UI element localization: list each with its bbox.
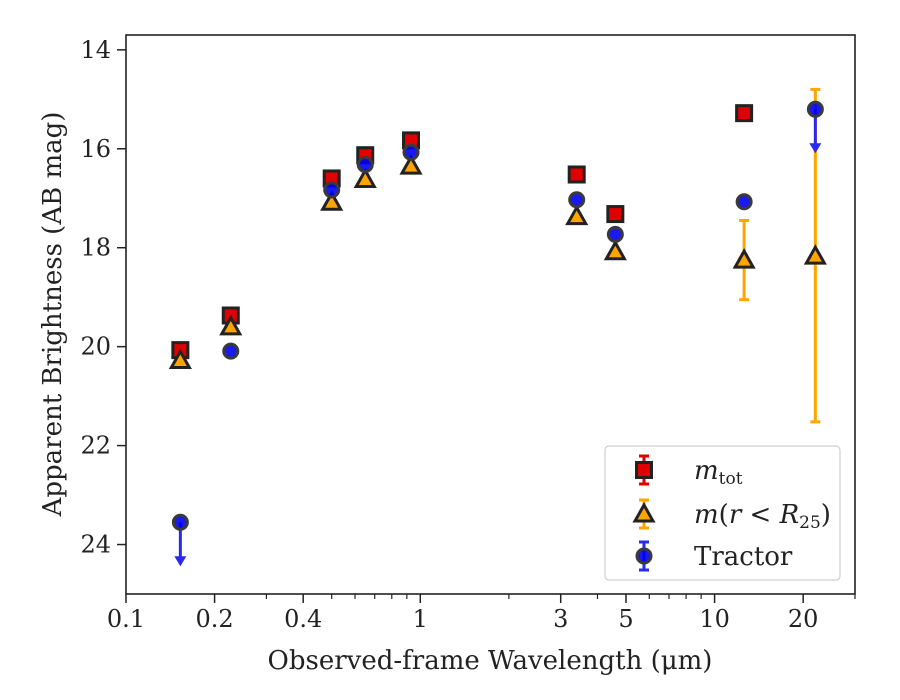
x-axis-label: Observed-frame Wavelength (μm): [268, 646, 713, 676]
y-axis: 14 16 18 20 22 24: [80, 36, 126, 559]
data-point: [353, 167, 377, 188]
upper-limit-arrowhead: [809, 143, 822, 154]
data-point: [735, 193, 753, 211]
data-point: [606, 205, 625, 224]
x-axis: 0.1 0.2 0.4 1 3 5 10 20: [107, 594, 856, 633]
plot-frame: [125, 34, 856, 595]
x-tick-label: 0.2: [196, 605, 234, 633]
legend-marker: [632, 501, 656, 523]
legend-box: [604, 445, 841, 581]
legend-item-tractor: Tractor: [635, 540, 793, 572]
data-point: [606, 225, 624, 243]
data-point: [803, 244, 827, 265]
upper-limit-arrowhead: [174, 556, 187, 567]
y-tick-label: 20: [80, 333, 111, 361]
y-axis-label: Apparent Brightness (AB mag): [38, 112, 68, 518]
legend-marker: [635, 461, 653, 479]
data-point: [568, 191, 586, 209]
data-point: [168, 348, 192, 370]
y-tick-label: 18: [80, 234, 111, 262]
legend-marker: [635, 547, 653, 565]
data-point: [735, 104, 754, 123]
x-tick-label: 10: [699, 605, 730, 633]
data-point: [323, 181, 341, 199]
x-tick-label: 20: [788, 605, 819, 633]
data-point: [399, 154, 423, 175]
x-tick-label: 5: [618, 605, 633, 633]
x-tick-label: 0.1: [107, 605, 145, 633]
series-mtot: [171, 104, 754, 360]
data-point: [402, 143, 420, 161]
legend-label: Tractor: [694, 542, 793, 572]
x-tick-label: 0.4: [284, 605, 322, 633]
y-tick-label: 16: [80, 135, 111, 163]
data-point: [565, 204, 589, 226]
data-point: [320, 190, 344, 211]
data-point: [171, 513, 189, 531]
series-m-r25: [168, 87, 827, 424]
data-point: [222, 342, 240, 360]
data-point: [567, 165, 586, 184]
data-point: [603, 239, 627, 261]
data-point: [356, 156, 374, 174]
y-tick-label: 24: [80, 531, 111, 559]
legend-label: mtot: [694, 456, 743, 489]
legend-item-mtot: mtot: [635, 454, 743, 489]
y-tick-label: 14: [80, 36, 111, 64]
data-point: [732, 248, 756, 269]
x-tick-label: 1: [413, 605, 428, 633]
x-tick-label: 3: [553, 605, 568, 633]
y-tick-label: 22: [80, 432, 111, 460]
data-point: [219, 314, 243, 336]
plot-area: [168, 87, 827, 567]
data-point: [806, 100, 824, 118]
series-tractor: [171, 100, 824, 567]
